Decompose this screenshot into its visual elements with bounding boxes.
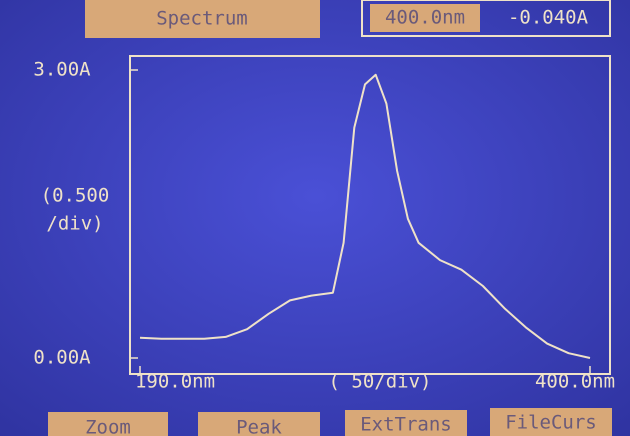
x-tick-label: 190.0nm — [135, 371, 215, 393]
screen-title: Spectrum — [156, 8, 248, 30]
button-label[interactable]: ExtTrans — [360, 414, 452, 436]
spectrum-line — [139, 73, 591, 359]
button[interactable] — [345, 410, 467, 436]
y-axis-label: (0.500 — [41, 185, 110, 207]
plot-frame — [129, 55, 611, 375]
button-label[interactable]: Zoom — [85, 417, 131, 436]
y-tick-label: 3.00A — [33, 59, 91, 81]
x-axis-label: ( 50/div) — [329, 371, 432, 393]
button[interactable] — [198, 412, 320, 436]
readout-highlight — [370, 4, 480, 32]
title-box — [85, 0, 320, 38]
y-axis-label: /div) — [46, 213, 103, 235]
button[interactable] — [48, 412, 168, 436]
readout-absorbance: -0.040A — [508, 7, 589, 29]
x-tick-label: 400.0nm — [535, 371, 615, 393]
buttons: Zoom Peak ExtTrans FileCurs — [48, 408, 612, 436]
button[interactable] — [490, 408, 612, 436]
button-label[interactable]: FileCurs — [505, 412, 597, 434]
readout-wavelength: 400.0nm — [385, 7, 465, 29]
button-label[interactable]: Peak — [236, 417, 282, 436]
y-tick-label: 0.00A — [33, 347, 91, 369]
readout-box — [361, 0, 611, 37]
